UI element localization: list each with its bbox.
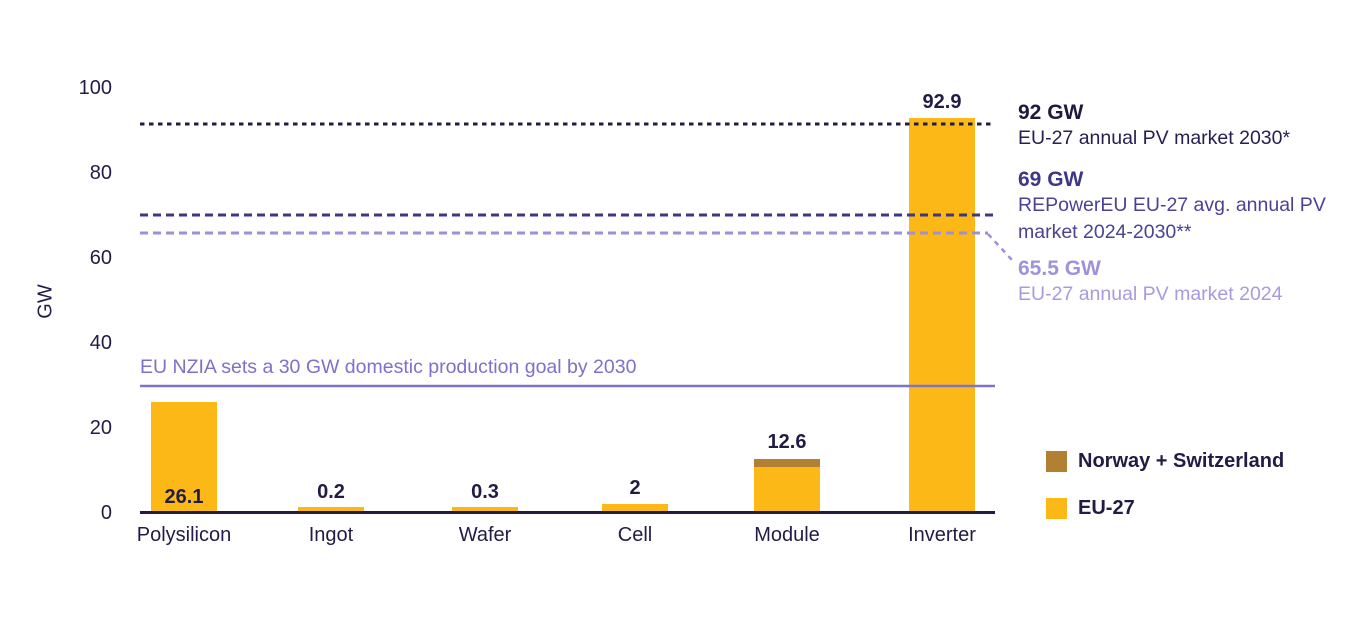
legend-item-eu27: EU-27 (1046, 497, 1284, 520)
bar-value-inverter: 92.9 (922, 91, 962, 113)
annotation-65gw-description: EU-27 annual PV market 2024 (1018, 283, 1283, 305)
annotation-69gw: 69 GW REPowerEU EU-27 avg. annual PV mar… (1018, 167, 1343, 246)
bar-value-ingot: 0.2 (317, 481, 345, 503)
legend: Norway + Switzerland EU-27 (1046, 450, 1284, 544)
x-label-polysilicon: Polysilicon (136, 524, 232, 546)
bar-wafer (452, 507, 518, 513)
legend-swatch-norway-switzerland (1046, 451, 1067, 472)
nzia-goal-annotation: EU NZIA sets a 30 GW domestic production… (140, 356, 637, 378)
annotation-92gw-description: EU-27 annual PV market 2030* (1018, 127, 1291, 149)
bar-ingot (298, 507, 364, 513)
y-tick-40: 40 (89, 332, 112, 354)
bar-module-norway-switzerland-segment (754, 459, 820, 467)
bar-module-eu27-segment (754, 467, 820, 513)
annotation-65gw-value: 65.5 GW (1018, 257, 1101, 280)
bar-polysilicon (151, 402, 217, 513)
annotation-69gw-description: REPowerEU EU-27 avg. annual PV market 20… (1018, 194, 1326, 243)
bar-value-wafer: 0.3 (471, 481, 499, 503)
bar-module (754, 459, 820, 513)
y-axis-title: GW (34, 284, 57, 319)
x-label-cell: Cell (617, 524, 653, 546)
annotation-65gw: 65.5 GW EU-27 annual PV market 2024 (1018, 256, 1348, 308)
annotation-69gw-value: 69 GW (1018, 168, 1084, 191)
bar-inverter (909, 118, 975, 513)
legend-label-norway-switzerland: Norway + Switzerland (1078, 450, 1285, 472)
bar-ingot-eu27-segment (298, 507, 364, 513)
y-tick-60: 60 (89, 247, 112, 269)
legend-item-norway-switzerland: Norway + Switzerland (1046, 450, 1284, 473)
x-label-inverter: Inverter (908, 524, 976, 546)
x-label-wafer: Wafer (458, 524, 512, 546)
x-label-module: Module (754, 524, 820, 546)
bar-value-polysilicon: 26.1 (164, 486, 204, 508)
annotation-92gw: 92 GW EU-27 annual PV market 2030* (1018, 100, 1348, 152)
legend-label-eu27: EU-27 (1078, 497, 1135, 519)
bar-polysilicon-eu27-segment (151, 402, 217, 513)
annotation-92gw-value: 92 GW (1018, 101, 1084, 124)
bar-cell (602, 504, 668, 513)
y-tick-80: 80 (89, 162, 112, 184)
bar-wafer-eu27-segment (452, 507, 518, 513)
y-tick-0: 0 (100, 502, 112, 524)
reference-line-65gw-connector (987, 233, 1013, 261)
bar-cell-eu27-segment (602, 504, 668, 513)
x-axis-line (140, 511, 995, 514)
bar-value-cell: 2 (629, 477, 641, 499)
bar-value-module: 12.6 (767, 431, 807, 453)
x-label-ingot: Ingot (308, 524, 354, 546)
y-tick-20: 20 (89, 417, 112, 439)
y-tick-100: 100 (78, 77, 112, 99)
legend-swatch-eu27 (1046, 498, 1067, 519)
bar-inverter-eu27-segment (909, 118, 975, 513)
